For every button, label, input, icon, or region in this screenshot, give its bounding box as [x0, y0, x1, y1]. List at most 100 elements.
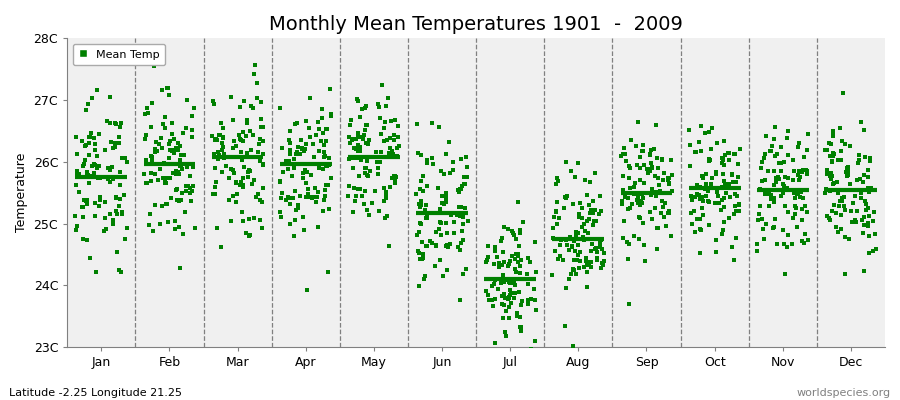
Point [411, 248, 426, 254]
Point [618, 158, 633, 164]
Point [767, 168, 781, 174]
Point [287, 233, 302, 239]
Point [163, 147, 177, 153]
Point [566, 257, 580, 264]
Point [178, 209, 193, 216]
Point [458, 205, 473, 212]
Point [661, 175, 675, 182]
Y-axis label: Temperature: Temperature [15, 153, 28, 232]
Point [215, 140, 230, 146]
Point [239, 120, 254, 126]
Point [454, 210, 468, 216]
Point [432, 124, 446, 130]
Point [512, 243, 526, 249]
Point [167, 218, 182, 224]
Point [769, 179, 783, 185]
Point [580, 218, 595, 224]
Point [621, 256, 635, 263]
Point [241, 174, 256, 180]
Point [210, 224, 224, 231]
Point [139, 132, 153, 138]
Point [153, 221, 167, 227]
Point [499, 329, 513, 335]
Point [160, 174, 175, 181]
Point [104, 138, 119, 145]
Point [690, 192, 705, 198]
Point [826, 151, 841, 157]
Point [640, 166, 654, 172]
Point [636, 142, 651, 148]
Point [722, 150, 736, 156]
Point [247, 177, 261, 183]
Point [443, 241, 457, 248]
Point [359, 103, 374, 110]
Point [661, 174, 675, 181]
Point [593, 193, 608, 200]
Point [299, 118, 313, 124]
Point [592, 240, 607, 246]
Point [212, 152, 227, 158]
Point [617, 194, 632, 201]
Point [488, 277, 502, 284]
Point [585, 241, 599, 248]
Point [420, 212, 435, 218]
Point [508, 282, 522, 288]
Point [368, 149, 382, 155]
Point [705, 175, 719, 181]
Point [216, 134, 230, 140]
Point [756, 226, 770, 232]
Point [351, 98, 365, 104]
Point [118, 236, 132, 242]
Point [362, 137, 376, 144]
Point [622, 300, 636, 307]
Point [224, 94, 238, 100]
Point [69, 169, 84, 176]
Point [563, 168, 578, 174]
Point [696, 174, 710, 181]
Point [509, 236, 524, 242]
Point [313, 138, 328, 144]
Point [786, 176, 800, 183]
Point [725, 171, 740, 178]
Point [528, 238, 543, 245]
Point [643, 209, 657, 215]
Point [82, 140, 96, 146]
Point [375, 82, 390, 88]
Point [683, 193, 698, 199]
Point [780, 128, 795, 134]
Point [846, 200, 860, 206]
Point [690, 216, 705, 222]
Point [356, 136, 370, 143]
Point [438, 197, 453, 204]
Point [665, 172, 680, 179]
Point [548, 248, 562, 255]
Point [106, 217, 121, 223]
Point [116, 192, 130, 198]
Point [770, 241, 784, 247]
Point [854, 119, 868, 126]
Point [296, 214, 310, 220]
Point [730, 207, 744, 214]
Point [71, 44, 86, 50]
Point [176, 130, 190, 136]
Point [256, 185, 270, 191]
Point [841, 172, 855, 178]
Point [759, 221, 773, 228]
Point [766, 225, 780, 232]
Point [694, 227, 708, 233]
Point [581, 202, 596, 208]
Point [579, 255, 593, 261]
Point [414, 178, 428, 184]
Point [322, 86, 337, 92]
Point [154, 135, 168, 141]
Text: Latitude -2.25 Longitude 21.25: Latitude -2.25 Longitude 21.25 [9, 388, 182, 398]
Point [633, 215, 647, 222]
Point [715, 231, 729, 238]
Point [635, 191, 650, 197]
Point [378, 119, 392, 125]
Legend: Mean Temp: Mean Temp [73, 44, 166, 65]
Point [429, 242, 444, 248]
Point [359, 172, 374, 178]
Point [436, 201, 451, 207]
Point [358, 104, 373, 111]
